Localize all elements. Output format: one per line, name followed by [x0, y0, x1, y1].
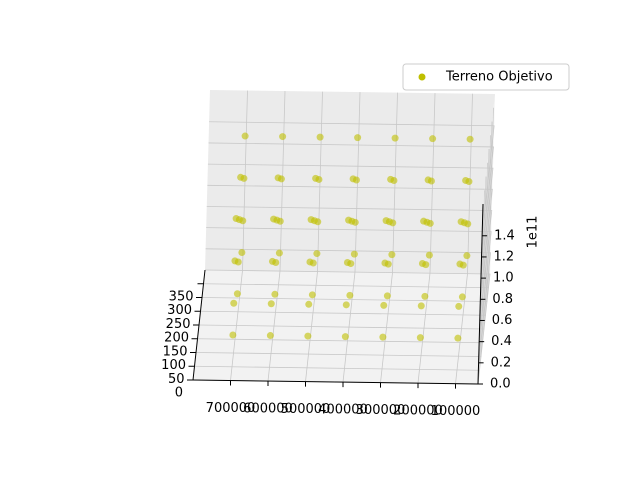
point: [350, 250, 358, 258]
point: [304, 332, 312, 340]
point: [390, 176, 398, 184]
point: [455, 302, 463, 310]
grid-line: [205, 248, 492, 363]
point: [354, 134, 362, 142]
point: [426, 219, 434, 227]
point: [380, 301, 388, 309]
y-tick-label: 100: [161, 358, 186, 373]
point: [313, 250, 321, 258]
point: [388, 251, 396, 259]
legend-label: Terreno Objetivo: [445, 70, 553, 85]
y-axis-line: [192, 269, 206, 381]
y-tick-label: 50: [168, 372, 185, 387]
point: [266, 332, 274, 340]
point: [422, 261, 430, 269]
point: [427, 177, 435, 185]
z-tick-label: 0.8: [492, 292, 513, 307]
x-tick-label: 300000: [356, 403, 406, 418]
point: [272, 259, 280, 267]
z-tick-label: 0.6: [492, 313, 513, 328]
legend-marker: [418, 73, 426, 81]
point: [391, 134, 399, 142]
y-tick-label: 350: [169, 289, 194, 304]
z-tick-label: 0.4: [491, 334, 512, 349]
point: [459, 261, 467, 269]
point: [417, 302, 425, 310]
point: [238, 249, 246, 257]
point: [379, 333, 387, 341]
y-tick-label: 0: [175, 386, 183, 401]
point: [383, 292, 391, 300]
y-tick-label: 200: [164, 331, 189, 346]
grid-line: [208, 142, 494, 257]
point: [352, 176, 360, 184]
x-tick-label: 100000: [431, 404, 481, 419]
z-offset-label: 1e11: [526, 216, 541, 249]
z-tick-label: 1.4: [494, 228, 515, 243]
point: [229, 331, 237, 339]
point: [276, 217, 284, 225]
point: [465, 178, 473, 186]
x-tick-label: 600000: [243, 402, 293, 417]
x-tick-label: 500000: [281, 402, 331, 417]
point: [240, 174, 248, 182]
point: [275, 249, 283, 257]
point: [309, 259, 317, 267]
point: [230, 299, 238, 307]
x-tick-label: 400000: [318, 403, 368, 418]
back-pane: [205, 90, 495, 274]
point: [308, 291, 316, 299]
point: [233, 290, 241, 298]
point: [341, 333, 349, 341]
grid-line: [206, 206, 493, 321]
grid-line: [207, 163, 494, 279]
point: [351, 218, 359, 226]
point: [384, 260, 392, 268]
point: [239, 217, 247, 225]
point: [466, 135, 474, 143]
legend-box: [402, 63, 570, 91]
grid-line: [209, 121, 495, 236]
point: [279, 133, 287, 141]
point: [271, 290, 279, 298]
grid-line: [204, 269, 491, 385]
z-axis-line: [477, 203, 484, 385]
point: [234, 258, 242, 266]
grid-line: [207, 184, 493, 300]
y-tick-label: 250: [166, 317, 191, 332]
point: [241, 132, 249, 140]
point: [316, 133, 324, 141]
point: [421, 292, 429, 300]
point: [342, 301, 350, 309]
point: [463, 252, 471, 260]
x-tick-label: 200000: [393, 404, 443, 419]
legend: Terreno Objetivo: [402, 63, 570, 91]
point: [315, 175, 323, 183]
z-tick-label: 1.2: [494, 249, 515, 264]
point: [429, 135, 437, 143]
point: [416, 334, 424, 342]
point: [346, 291, 354, 299]
x-axis-line: [192, 379, 479, 385]
point: [389, 219, 397, 227]
point: [454, 334, 462, 342]
point: [425, 251, 433, 259]
y-tick-label: 150: [163, 344, 188, 359]
point: [347, 260, 355, 268]
z-tick-label: 0.2: [491, 355, 512, 370]
point: [305, 300, 313, 308]
grid-line: [206, 227, 492, 342]
y-tick-label: 300: [167, 303, 192, 318]
point: [458, 293, 466, 301]
point: [314, 218, 322, 226]
x-tick-label: 700000: [206, 401, 256, 416]
z-tick-label: 1.0: [493, 271, 514, 286]
axes: 1000002000003000004000005000006000007000…: [161, 90, 541, 419]
point: [464, 220, 472, 228]
z-tick-label: 0.0: [490, 377, 511, 392]
point: [267, 300, 275, 308]
point: [277, 175, 285, 183]
